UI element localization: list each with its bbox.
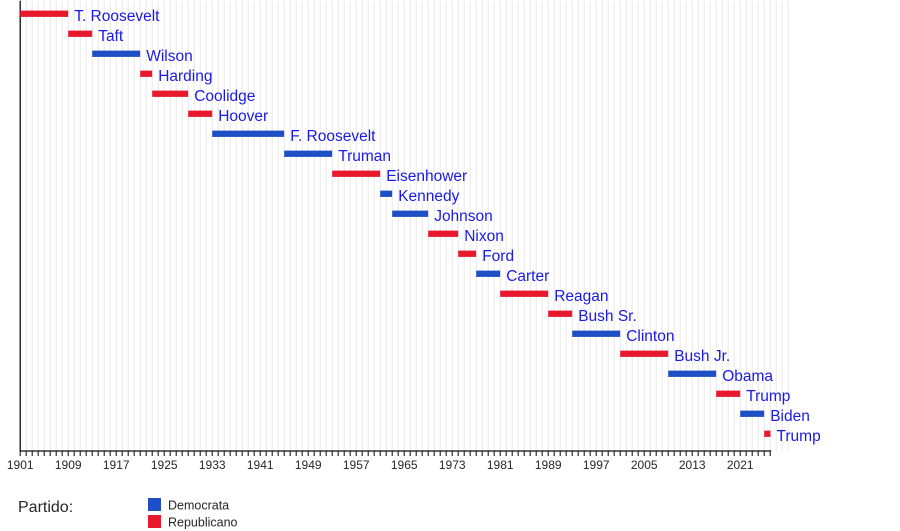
svg-text:Trump: Trump bbox=[746, 388, 790, 405]
svg-text:Bush Sr.: Bush Sr. bbox=[578, 308, 637, 325]
svg-text:2013: 2013 bbox=[679, 458, 706, 472]
svg-text:Truman: Truman bbox=[338, 148, 391, 165]
svg-text:1941: 1941 bbox=[247, 458, 274, 472]
svg-text:1933: 1933 bbox=[199, 458, 226, 472]
svg-text:Eisenhower: Eisenhower bbox=[386, 168, 467, 185]
svg-text:Reagan: Reagan bbox=[554, 288, 608, 305]
svg-text:Hoover: Hoover bbox=[218, 108, 268, 125]
svg-text:Clinton: Clinton bbox=[626, 328, 674, 345]
svg-text:1925: 1925 bbox=[151, 458, 178, 472]
svg-text:1901: 1901 bbox=[7, 458, 34, 472]
svg-text:1957: 1957 bbox=[343, 458, 370, 472]
svg-text:Kennedy: Kennedy bbox=[398, 188, 459, 205]
svg-text:Coolidge: Coolidge bbox=[194, 88, 255, 105]
svg-text:1917: 1917 bbox=[103, 458, 130, 472]
svg-text:1965: 1965 bbox=[391, 458, 418, 472]
svg-text:T. Roosevelt: T. Roosevelt bbox=[74, 8, 160, 25]
svg-text:1981: 1981 bbox=[487, 458, 514, 472]
svg-text:1909: 1909 bbox=[55, 458, 82, 472]
svg-text:Wilson: Wilson bbox=[146, 48, 193, 65]
svg-text:Obama: Obama bbox=[722, 368, 773, 385]
svg-text:Trump: Trump bbox=[777, 428, 821, 445]
svg-text:1973: 1973 bbox=[439, 458, 466, 472]
svg-text:Nixon: Nixon bbox=[464, 228, 504, 245]
svg-text:Biden: Biden bbox=[770, 408, 810, 425]
svg-text:Johnson: Johnson bbox=[434, 208, 493, 225]
svg-text:2021: 2021 bbox=[727, 458, 754, 472]
svg-text:Bush Jr.: Bush Jr. bbox=[674, 348, 730, 365]
svg-text:2005: 2005 bbox=[631, 458, 658, 472]
svg-text:Ford: Ford bbox=[482, 248, 514, 265]
svg-text:Harding: Harding bbox=[158, 68, 212, 85]
svg-text:1949: 1949 bbox=[295, 458, 322, 472]
svg-text:F. Roosevelt: F. Roosevelt bbox=[290, 128, 376, 145]
svg-text:Carter: Carter bbox=[506, 268, 549, 285]
svg-text:Taft: Taft bbox=[98, 28, 124, 45]
svg-text:1989: 1989 bbox=[535, 458, 562, 472]
svg-text:1997: 1997 bbox=[583, 458, 610, 472]
